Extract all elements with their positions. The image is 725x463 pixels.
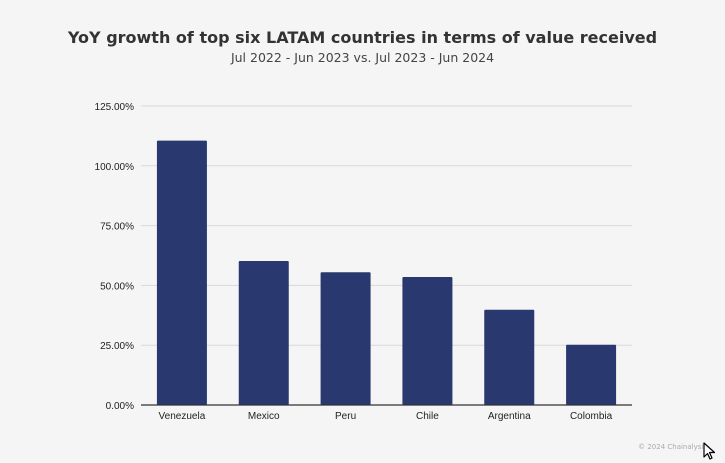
y-tick-label: 50.00% [100,281,134,292]
bar [156,140,207,405]
bar [320,272,371,405]
x-tick-label: Venezuela [159,411,206,422]
bar [402,277,453,405]
copyright-text: © 2024 Chainalysis [638,443,707,451]
x-tick-label: Peru [335,411,356,422]
x-tick-label: Argentina [488,411,531,422]
mouse-cursor-icon [703,442,716,460]
bar [566,344,617,405]
y-tick-label: 125.00% [95,102,135,113]
y-tick-label: 0.00% [106,401,134,412]
y-tick-label: 100.00% [95,162,135,173]
x-tick-label: Mexico [248,411,280,422]
chart-subtitle: Jul 2022 - Jun 2023 vs. Jul 2023 - Jun 2… [230,50,495,65]
y-tick-label: 25.00% [100,341,134,352]
bar [238,261,289,405]
x-tick-label: Colombia [570,411,613,422]
bar [484,309,535,405]
x-tick-label: Chile [416,411,439,422]
y-tick-label: 75.00% [100,222,134,233]
chart-title: YoY growth of top six LATAM countries in… [67,28,658,47]
